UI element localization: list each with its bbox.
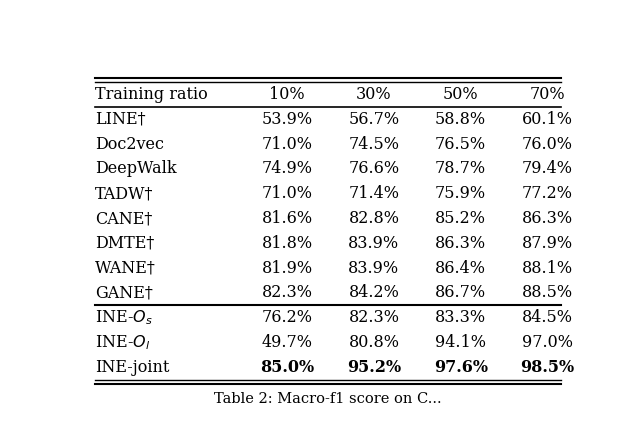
Text: 84.5%: 84.5% — [522, 309, 573, 326]
Text: INE-$O_l$: INE-$O_l$ — [95, 333, 150, 352]
Text: 85.0%: 85.0% — [260, 358, 314, 375]
Text: 83.9%: 83.9% — [348, 260, 399, 277]
Text: 30%: 30% — [356, 86, 392, 103]
Text: 87.9%: 87.9% — [522, 235, 573, 252]
Text: WANE†: WANE† — [95, 260, 156, 277]
Text: 60.1%: 60.1% — [522, 111, 573, 128]
Text: 81.9%: 81.9% — [262, 260, 313, 277]
Text: 82.3%: 82.3% — [262, 284, 312, 301]
Text: 75.9%: 75.9% — [435, 185, 486, 202]
Text: 83.3%: 83.3% — [435, 309, 486, 326]
Text: 50%: 50% — [443, 86, 479, 103]
Text: DeepWalk: DeepWalk — [95, 160, 177, 177]
Text: 71.4%: 71.4% — [348, 185, 399, 202]
Text: 74.5%: 74.5% — [348, 135, 399, 153]
Text: 78.7%: 78.7% — [435, 160, 486, 177]
Text: 98.5%: 98.5% — [520, 358, 575, 375]
Text: 58.8%: 58.8% — [435, 111, 486, 128]
Text: 81.8%: 81.8% — [262, 235, 313, 252]
Text: TADW†: TADW† — [95, 185, 154, 202]
Text: 84.2%: 84.2% — [348, 284, 399, 301]
Text: 74.9%: 74.9% — [262, 160, 312, 177]
Text: CANE†: CANE† — [95, 210, 152, 227]
Text: INE-$O_s$: INE-$O_s$ — [95, 308, 152, 327]
Text: 86.3%: 86.3% — [522, 210, 573, 227]
Text: 71.0%: 71.0% — [262, 135, 312, 153]
Text: LINE†: LINE† — [95, 111, 145, 128]
Text: 86.3%: 86.3% — [435, 235, 486, 252]
Text: 88.1%: 88.1% — [522, 260, 573, 277]
Text: 86.7%: 86.7% — [435, 284, 486, 301]
Text: DMTE†: DMTE† — [95, 235, 154, 252]
Text: 81.6%: 81.6% — [262, 210, 313, 227]
Text: 76.2%: 76.2% — [262, 309, 312, 326]
Text: 88.5%: 88.5% — [522, 284, 573, 301]
Text: Training ratio: Training ratio — [95, 86, 207, 103]
Text: 82.8%: 82.8% — [348, 210, 399, 227]
Text: 97.0%: 97.0% — [522, 334, 573, 351]
Text: 49.7%: 49.7% — [262, 334, 312, 351]
Text: 77.2%: 77.2% — [522, 185, 573, 202]
Text: 95.2%: 95.2% — [347, 358, 401, 375]
Text: 83.9%: 83.9% — [348, 235, 399, 252]
Text: 76.5%: 76.5% — [435, 135, 486, 153]
Text: Doc2vec: Doc2vec — [95, 135, 164, 153]
Text: GANE†: GANE† — [95, 284, 153, 301]
Text: 82.3%: 82.3% — [348, 309, 399, 326]
Text: 76.6%: 76.6% — [348, 160, 399, 177]
Text: 71.0%: 71.0% — [262, 185, 312, 202]
Text: 70%: 70% — [530, 86, 565, 103]
Text: 80.8%: 80.8% — [348, 334, 399, 351]
Text: 94.1%: 94.1% — [435, 334, 486, 351]
Text: 76.0%: 76.0% — [522, 135, 573, 153]
Text: 10%: 10% — [269, 86, 305, 103]
Text: 56.7%: 56.7% — [348, 111, 399, 128]
Text: 85.2%: 85.2% — [435, 210, 486, 227]
Text: 79.4%: 79.4% — [522, 160, 573, 177]
Text: Table 2: Macro-f1 score on C...: Table 2: Macro-f1 score on C... — [214, 392, 442, 405]
Text: 53.9%: 53.9% — [262, 111, 313, 128]
Text: 97.6%: 97.6% — [434, 358, 488, 375]
Text: 86.4%: 86.4% — [435, 260, 486, 277]
Text: INE-joint: INE-joint — [95, 358, 169, 375]
